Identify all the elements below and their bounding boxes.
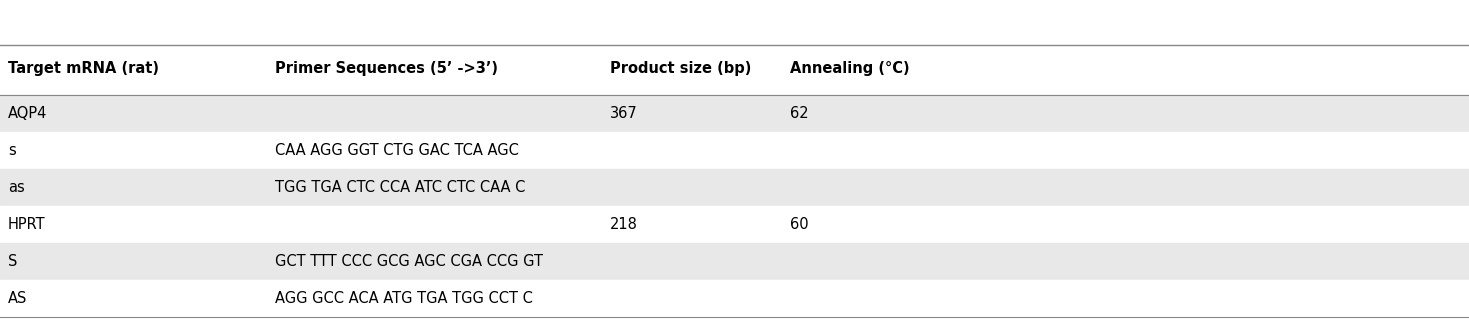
Bar xyxy=(0,280,1469,317)
Text: as: as xyxy=(7,180,25,195)
Text: AS: AS xyxy=(7,291,28,306)
Text: Target mRNA (rat): Target mRNA (rat) xyxy=(7,61,159,76)
Text: AGG GCC ACA ATG TGA TGG CCT C: AGG GCC ACA ATG TGA TGG CCT C xyxy=(275,291,533,306)
Text: 60: 60 xyxy=(790,217,808,232)
Text: Primer Sequences (5’ ->3’): Primer Sequences (5’ ->3’) xyxy=(275,61,498,76)
Text: Annealing (°C): Annealing (°C) xyxy=(790,61,909,76)
Text: Product size (bp): Product size (bp) xyxy=(610,61,751,76)
Text: TGG TGA CTC CCA ATC CTC CAA C: TGG TGA CTC CCA ATC CTC CAA C xyxy=(275,180,526,195)
Bar xyxy=(0,243,1469,280)
Text: s: s xyxy=(7,143,16,158)
Bar xyxy=(0,206,1469,243)
Text: 62: 62 xyxy=(790,106,808,121)
Text: S: S xyxy=(7,254,18,269)
Text: CAA AGG GGT CTG GAC TCA AGC: CAA AGG GGT CTG GAC TCA AGC xyxy=(275,143,519,158)
Bar xyxy=(0,169,1469,206)
Bar xyxy=(0,132,1469,169)
Text: GCT TTT CCC GCG AGC CGA CCG GT: GCT TTT CCC GCG AGC CGA CCG GT xyxy=(275,254,544,269)
Bar xyxy=(0,47,1469,90)
Bar xyxy=(0,95,1469,132)
Text: AQP4: AQP4 xyxy=(7,106,47,121)
Text: HPRT: HPRT xyxy=(7,217,46,232)
Text: 218: 218 xyxy=(610,217,638,232)
Text: 367: 367 xyxy=(610,106,638,121)
